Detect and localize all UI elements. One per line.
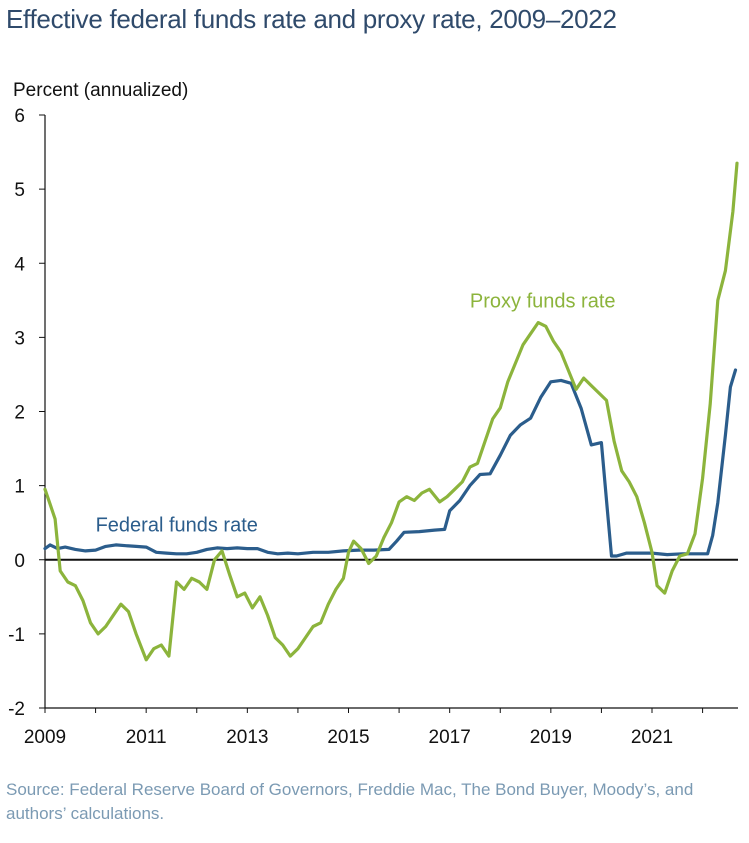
x-tick-label: 2021 [631,727,673,748]
y-tick-label: 0 [14,551,25,572]
fed-funds-series-line [43,368,738,558]
line-chart: -2 -1 0 1 2 3 4 5 6 2009 2011 2013 2015 2017 2019 2021 P… [8,80,739,748]
chart-title: Effective federal funds rate and proxy r… [6,4,617,34]
axes: -2 -1 0 1 2 3 4 5 6 2009 2011 2013 2015 2017 2019 2021 P… [8,80,738,748]
fed-funds-series-label: Federal funds rate [96,515,258,537]
proxy-funds-series-label: Proxy funds rate [470,291,616,313]
y-tick-label: 6 [14,106,25,127]
y-axis-label: Percent (annualized) [13,80,188,101]
x-tick-label: 2017 [429,727,471,748]
y-tick-label: -1 [8,625,25,646]
y-tick-label: 3 [14,328,25,349]
series-lines [43,161,739,662]
proxy-funds-series-line [43,161,739,662]
source-note: Source: Federal Reserve Board of Governo… [6,780,694,823]
y-tick-label: 1 [14,477,25,498]
x-tick-label: 2011 [126,727,167,748]
y-tick-label: 4 [14,254,25,275]
x-tick-label: 2009 [24,727,66,748]
chart-labels: Federal funds rate Proxy funds rate [96,291,616,537]
y-tick-label: 5 [14,180,25,201]
x-tick-label: 2015 [327,727,369,748]
x-tick-label: 2019 [530,727,572,748]
y-tick-label: 2 [14,403,25,424]
x-tick-label: 2013 [226,727,268,748]
y-tick-label: -2 [8,699,25,720]
